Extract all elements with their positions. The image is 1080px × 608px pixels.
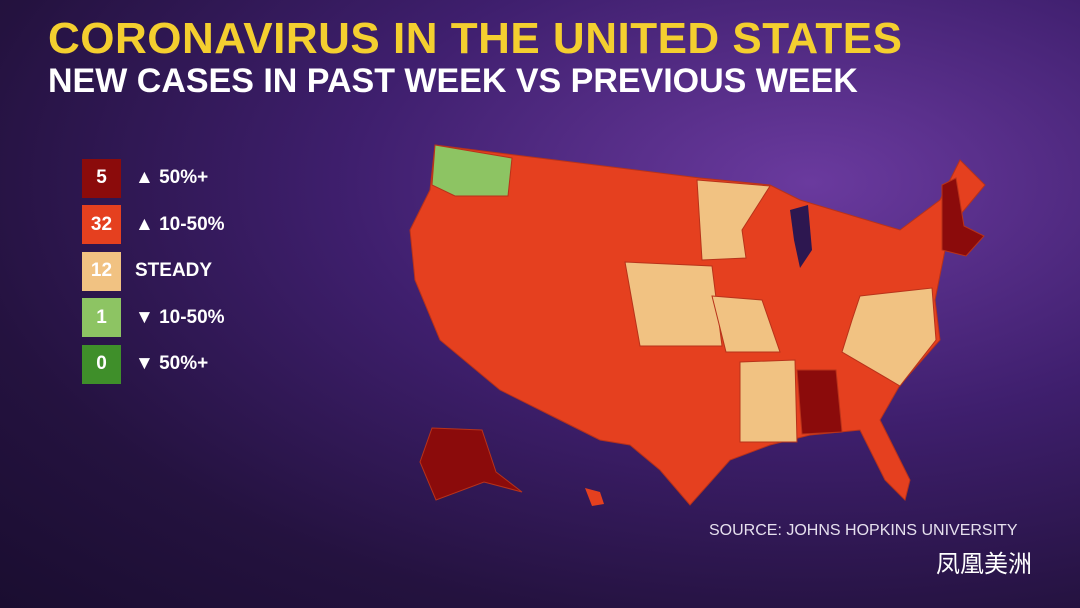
state-tan xyxy=(841,287,937,387)
state-tan xyxy=(624,261,723,347)
legend-count: 5 xyxy=(82,158,121,198)
state-green xyxy=(431,144,513,197)
legend-item: 32 ▲ 10-50% xyxy=(82,205,225,245)
watermark: 凤凰美洲 xyxy=(936,551,1032,578)
legend-label: ▼ 50%+ xyxy=(135,353,209,374)
alaska xyxy=(419,427,523,501)
state-dark xyxy=(941,177,985,257)
state-tan xyxy=(696,179,771,261)
legend-count: 12 xyxy=(82,251,121,291)
state-tan xyxy=(711,295,781,353)
legend-item: 1 ▼ 10-50% xyxy=(82,298,225,338)
legend: 5 ▲ 50%+ 32 ▲ 10-50% 12 STEADY 1 ▼ 10-50% 0 ▼ 50%… xyxy=(82,158,225,391)
state-dark xyxy=(796,369,843,435)
legend-label: ▲ 10-50% xyxy=(135,213,225,235)
source: SOURCE: JOHNS HOPKINS UNIVERSITY xyxy=(709,522,1018,539)
legend-item: 12 STEADY xyxy=(82,251,225,291)
legend-count: 1 xyxy=(82,298,121,337)
legend-count: 0 xyxy=(82,344,121,384)
legend-label: ▼ 10-50% xyxy=(135,306,225,328)
title: CORONAVIRUS IN THE UNITED STATES xyxy=(48,14,903,63)
legend-count: 32 xyxy=(82,205,121,244)
legend-label: STEADY xyxy=(135,260,213,281)
lake xyxy=(790,205,812,268)
subtitle: NEW CASES IN PAST WEEK VS PREVIOUS WEEK xyxy=(48,62,858,100)
legend-label: ▲ 50%+ xyxy=(135,167,209,188)
hawaii xyxy=(585,488,604,506)
legend-item: 5 ▲ 50%+ xyxy=(82,158,225,198)
legend-item: 0 ▼ 50%+ xyxy=(82,344,225,384)
state-tan xyxy=(739,359,798,443)
